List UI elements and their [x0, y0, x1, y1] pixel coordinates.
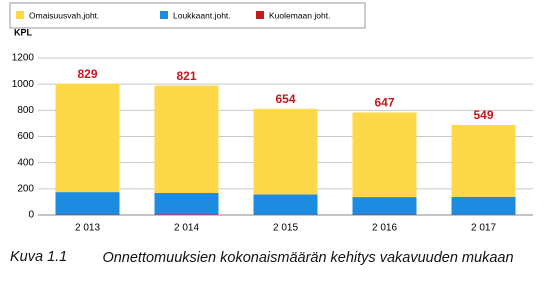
x-tick-label: 2 014	[174, 223, 199, 234]
bar-segment	[451, 124, 516, 197]
y-tick-label: 400	[17, 157, 34, 168]
legend-box	[9, 2, 366, 29]
data-label: 647	[374, 96, 394, 110]
caption-text: Onnettomuuksien kokonaismäärän kehitys v…	[102, 250, 514, 266]
data-label: 654	[275, 92, 295, 106]
y-axis-label: KPL	[14, 27, 33, 37]
caption-label: Kuva 1.1	[10, 249, 68, 265]
legend-swatch	[256, 11, 264, 19]
bar-segment	[154, 193, 219, 215]
y-tick-label: 200	[17, 183, 34, 194]
data-label: 549	[473, 108, 493, 122]
bar-segment	[253, 108, 318, 195]
legend-label: Kuolemaan joht.	[269, 10, 330, 20]
y-tick-label: 600	[17, 131, 34, 142]
bar-segment	[154, 214, 219, 215]
x-tick-label: 2 013	[75, 223, 100, 234]
bar-segment	[352, 112, 417, 198]
bar-segment	[55, 192, 120, 215]
data-label: 821	[176, 69, 196, 83]
bar-segment	[154, 85, 219, 194]
x-tick-label: 2 015	[273, 223, 298, 234]
legend-label: Omaisuusvah.joht.	[29, 10, 99, 20]
bar-segment	[253, 194, 318, 215]
bar-segment	[451, 196, 516, 215]
y-tick-label: 1000	[12, 79, 35, 90]
legend-label: Loukkaant.joht.	[173, 10, 231, 20]
data-label: 829	[77, 67, 97, 81]
x-tick-label: 2 016	[372, 223, 397, 234]
x-tick-label: 2 017	[471, 223, 496, 234]
bar-segment	[55, 83, 120, 193]
y-tick-label: 0	[28, 210, 34, 221]
y-tick-label: 800	[17, 105, 34, 116]
legend-swatch	[160, 11, 168, 19]
legend-swatch	[16, 11, 24, 19]
y-tick-label: 1200	[12, 53, 35, 64]
bar-segment	[352, 197, 417, 215]
chart: KPL 0 200 400 600 800 1000 1200 Omaisuusvah.joh…	[9, 2, 533, 234]
